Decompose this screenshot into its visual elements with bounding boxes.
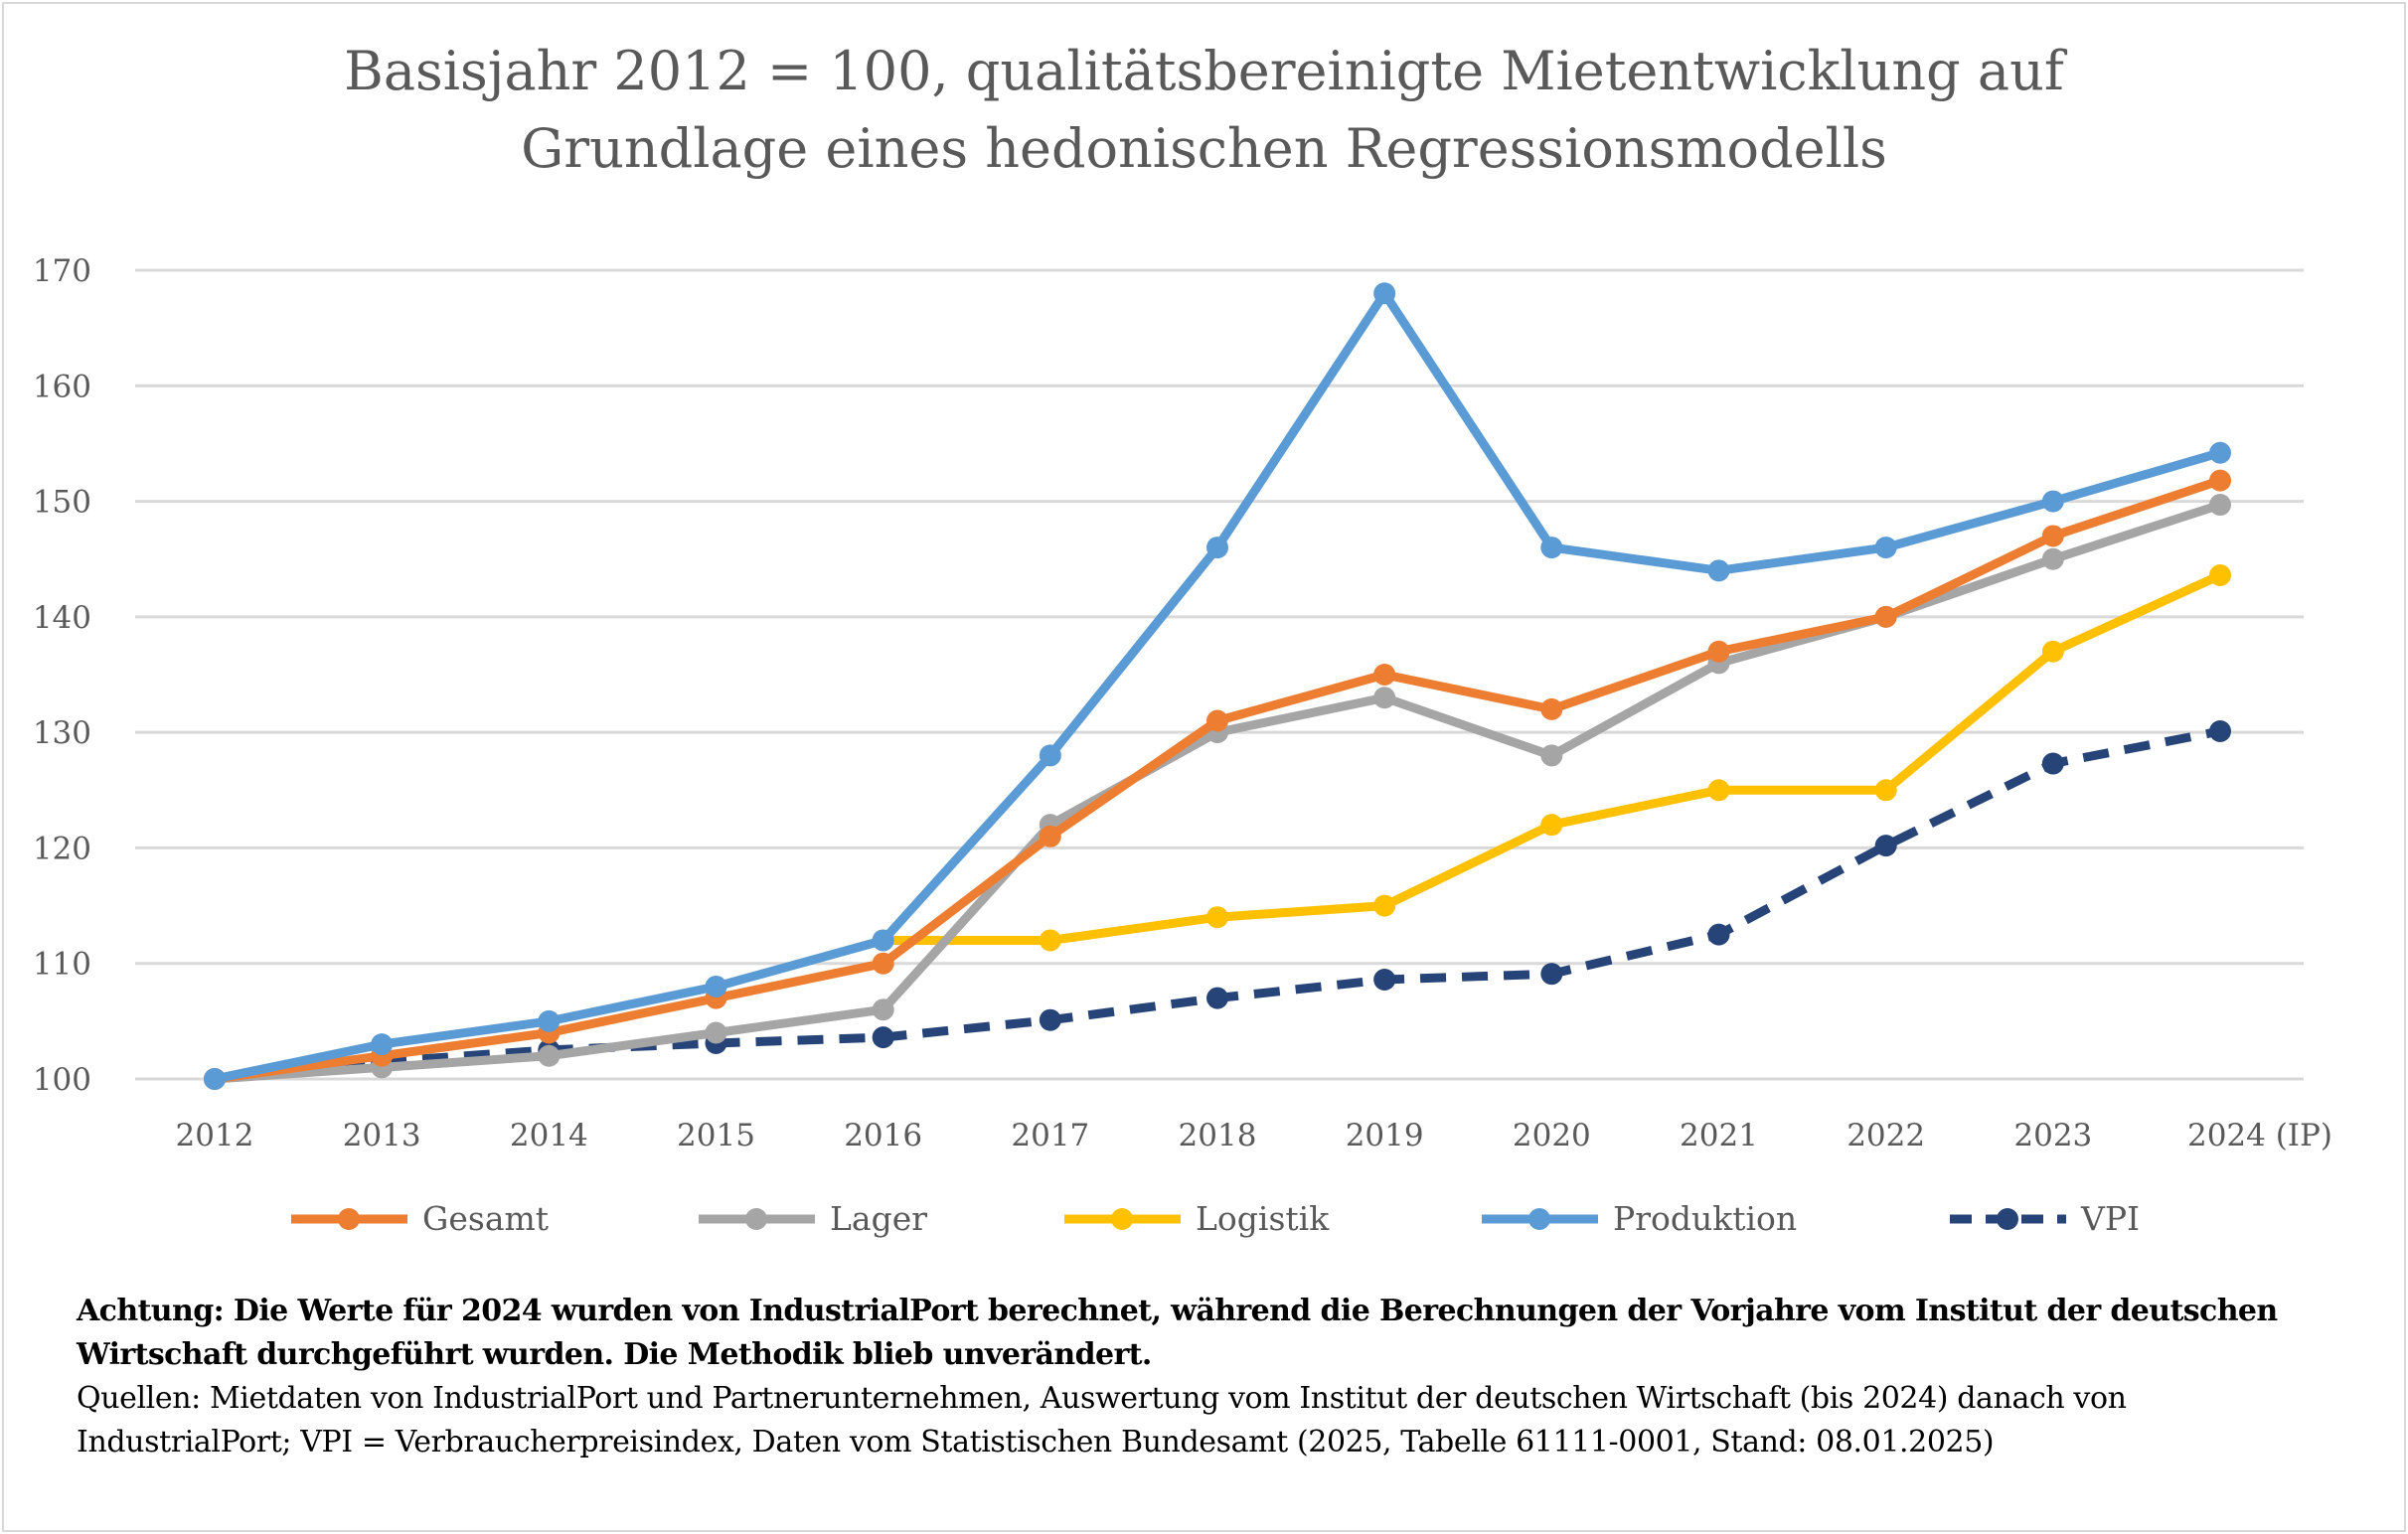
data-point-produktion [204,1068,226,1090]
warning-note-line-1: Achtung: Die Werte für 2024 wurden von I… [77,1294,2278,1328]
x-tick-label: 2023 [2013,1118,2092,1153]
data-point-lager [538,1044,561,1067]
chart-title-line-1: Basisjahr 2012 = 100, qualitätsbereinigt… [344,40,2064,102]
data-point-produktion [371,1033,394,1056]
legend-label-lager: Lager [830,1199,927,1238]
x-tick-label: 2013 [343,1118,421,1153]
data-point-produktion [1874,537,1897,559]
data-point-logistik [1707,779,1730,802]
data-point-vpi [1874,835,1897,857]
data-point-gesamt [2041,525,2064,547]
x-tick-label: 2024 (IP) [2187,1118,2332,1153]
data-point-logistik [1874,779,1897,802]
x-tick-label: 2022 [1846,1118,1925,1153]
x-tick-label: 2019 [1346,1118,1424,1153]
data-point-logistik [2041,640,2064,663]
data-point-produktion [1206,537,1228,559]
legend-marker-produktion [1528,1208,1550,1230]
y-tick-label: 110 [33,947,91,983]
data-point-produktion [1540,537,1563,559]
data-point-produktion [538,1009,561,1032]
data-point-vpi [2209,719,2231,742]
y-tick-label: 130 [33,715,91,751]
y-tick-label: 100 [33,1062,91,1098]
x-tick-label: 2017 [1011,1118,1089,1153]
x-tick-label: 2020 [1513,1118,1591,1153]
legend-label-produktion: Produktion [1613,1199,1797,1238]
legend-marker-gesamt [338,1208,360,1230]
data-point-vpi [1707,923,1730,946]
legend-label-vpi: VPI [2080,1199,2140,1238]
data-point-logistik [1540,814,1563,837]
x-tick-label: 2014 [510,1118,588,1153]
x-tick-label: 2016 [844,1118,922,1153]
data-point-vpi [872,1026,894,1049]
chart-title-line-2: Grundlage eines hedonischen Regressionsm… [521,117,1887,180]
legend-marker-logistik [1111,1208,1133,1230]
data-point-vpi [1206,987,1228,1009]
data-point-gesamt [1039,825,1061,847]
data-point-logistik [2209,563,2231,586]
data-point-logistik [1206,906,1228,929]
data-point-vpi [2041,752,2064,775]
legend-marker-vpi [1997,1208,2018,1230]
data-point-gesamt [1707,640,1730,663]
legend-label-logistik: Logistik [1196,1199,1330,1238]
data-point-produktion [1373,282,1396,305]
data-point-logistik [1039,929,1061,952]
x-tick-label: 2018 [1179,1118,1257,1153]
data-point-gesamt [2209,469,2231,492]
data-point-produktion [1039,744,1061,767]
data-point-lager [1540,744,1563,767]
legend-label-gesamt: Gesamt [422,1199,549,1238]
data-point-lager [1373,687,1396,709]
legend-marker-lager [745,1208,767,1230]
x-tick-label: 2015 [677,1118,755,1153]
y-tick-label: 170 [33,253,91,289]
data-point-lager [2209,494,2231,517]
x-tick-label: 2012 [176,1118,254,1153]
data-point-produktion [705,975,727,997]
y-tick-label: 150 [33,485,91,521]
data-point-produktion [1707,559,1730,582]
data-point-gesamt [1540,697,1563,720]
warning-note-line-2: Wirtschaft durchgeführt wurden. Die Meth… [77,1337,1152,1372]
y-tick-label: 160 [33,369,91,404]
data-point-gesamt [872,952,894,975]
data-point-logistik [1373,894,1396,917]
series-line-produktion [210,288,2225,1084]
source-note-line-2: IndustrialPort; VPI = Verbraucherpreisin… [77,1425,1995,1459]
data-point-produktion [2209,441,2231,464]
data-point-vpi [1039,1008,1061,1031]
data-point-lager [2041,547,2064,570]
y-tick-label: 120 [33,831,91,866]
data-point-gesamt [1206,709,1228,732]
x-tick-label: 2021 [1680,1118,1758,1153]
data-point-gesamt [1373,664,1396,686]
data-point-lager [872,998,894,1021]
data-point-lager [705,1021,727,1044]
data-point-vpi [1373,968,1396,991]
source-note-line-1: Quellen: Mietdaten von IndustrialPort un… [77,1381,2127,1416]
data-point-gesamt [1874,605,1897,628]
y-tick-label: 140 [33,600,91,636]
data-point-produktion [2041,490,2064,513]
data-point-produktion [872,929,894,952]
data-point-vpi [1540,963,1563,986]
